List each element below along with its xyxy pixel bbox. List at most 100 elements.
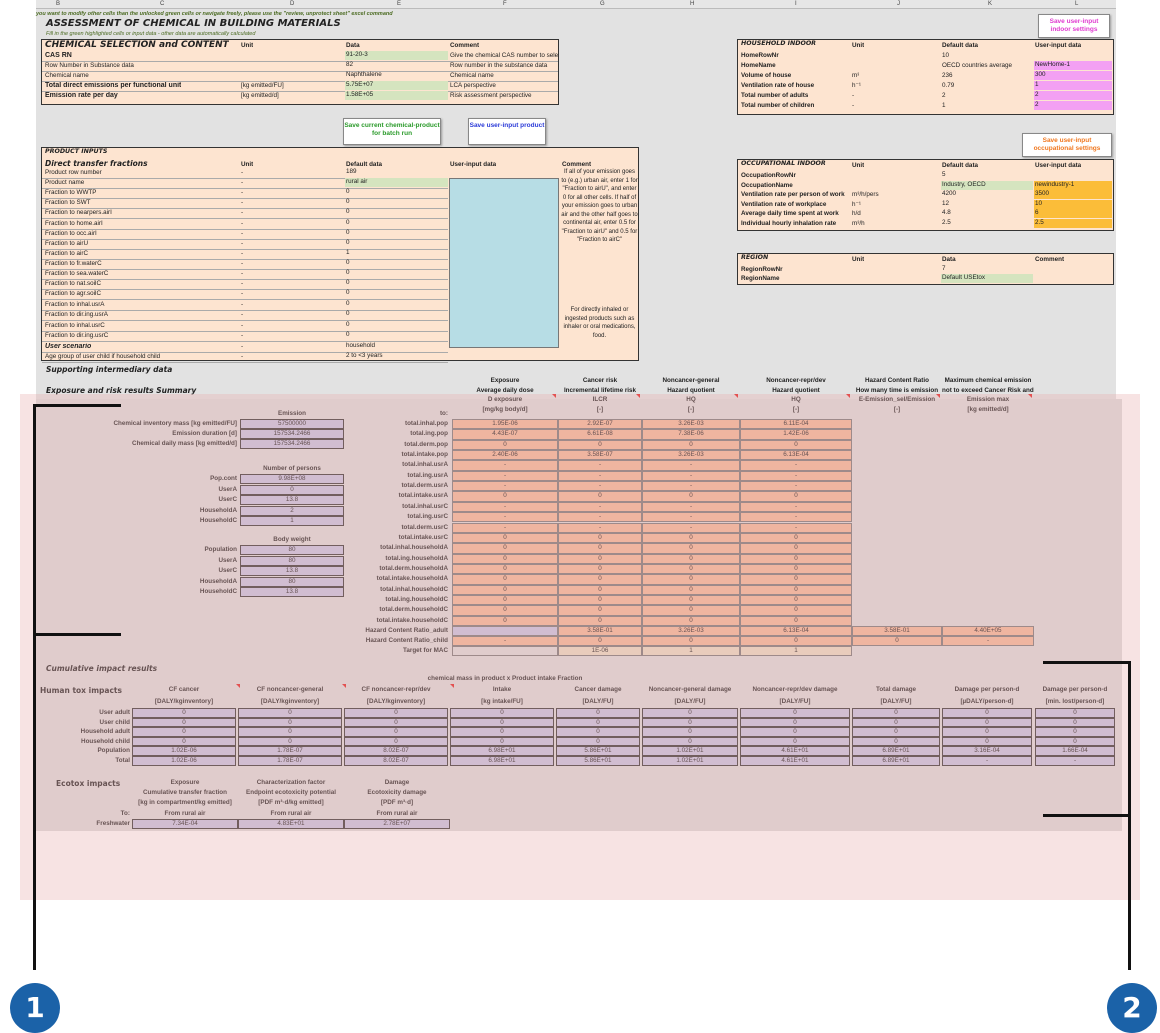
occupational-row-user[interactable]: newindustry-1 [1034, 180, 1112, 190]
human-cell: 1.02E-06 [132, 746, 236, 756]
comment-marker [552, 394, 556, 398]
summary-cell: 0 [642, 439, 740, 451]
human-cell: 0 [344, 717, 448, 728]
emission-row-label: Chemical inventory mass [kg emitted/FU] [113, 420, 237, 427]
chem-row-label: CAS RN [45, 52, 72, 59]
human-row-label: Household adult [80, 728, 130, 736]
save-chemical-product-button[interactable]: Save current chemical-product for batch … [343, 118, 441, 145]
human-cell: 0 [852, 717, 940, 728]
to-label: to: [439, 410, 448, 417]
row-gridline [42, 71, 558, 72]
summary-header-l1: Hazard Content Ratio [864, 377, 930, 384]
user-input-column[interactable] [449, 178, 559, 348]
summary-cell: 7.38E-06 [642, 429, 740, 440]
human-cell: - [942, 756, 1032, 766]
summary-header-l4: [-] [687, 405, 695, 413]
row-gridline [42, 351, 448, 353]
occupational-row-label: Average daily time spent at work [741, 210, 839, 217]
human-row-label: Household child [81, 737, 130, 745]
summary-cell: 0 [452, 543, 558, 554]
summary-cell: 1.95E-06 [452, 419, 558, 430]
human-header-title: Noncancer-general damage [648, 686, 732, 693]
human-cell: 0 [852, 708, 940, 718]
header-data: Data [346, 42, 360, 49]
household-row-user[interactable]: NewHome-1 [1034, 61, 1112, 70]
column-letter: K [988, 1, 993, 7]
occupational-row-user[interactable]: 6 [1034, 209, 1112, 218]
row-gridline [42, 228, 448, 230]
human-header-unit: [DALY/kginventory] [366, 698, 426, 705]
hcr-cell [452, 646, 558, 656]
summary-cell: 0 [642, 605, 740, 616]
chem-row-data[interactable]: 91-20-3 [345, 51, 448, 60]
chem-row-comment: Give the chemical CAS number to select t… [450, 52, 558, 59]
header-default: Default data [346, 161, 383, 168]
region-row-label: RegionRowNr [741, 266, 783, 273]
summary-cell: 0 [558, 574, 642, 585]
product-row-unit: - [241, 249, 244, 257]
household-row-label: HomeName [741, 62, 776, 69]
comment-marker [450, 684, 454, 688]
header-user: User-input data [1035, 162, 1082, 169]
chem-row-comment: Row number in the substance data [450, 62, 548, 69]
column-letter: D [290, 1, 295, 7]
product-row-label: Fraction to nearpers.airI [45, 209, 112, 217]
summary-cell: 0 [740, 615, 852, 626]
human-cell: 0 [556, 708, 640, 718]
summary-cell: 0 [740, 553, 852, 564]
household-row-user[interactable]: 1 [1034, 81, 1112, 90]
occupational-row-user[interactable]: 10 [1034, 199, 1112, 209]
summary-cell: - [740, 501, 852, 513]
household-row-user[interactable]: 2 [1034, 101, 1112, 110]
household-row-default: 10 [942, 52, 950, 59]
summary-cell: 6.11E-04 [740, 419, 852, 430]
occupational-row-unit: m³/h [852, 219, 865, 227]
summary-cell: - [740, 470, 852, 482]
region-row-label: RegionName [741, 275, 780, 282]
eco-cell: 4.83E+01 [238, 819, 344, 829]
summary-cell: 0 [452, 553, 558, 564]
region-row-data[interactable]: Default USEtox [941, 274, 1033, 283]
summary-cell: 0 [740, 563, 852, 575]
column-header-bar: B C D E F G H I J K L [36, 0, 1116, 9]
human-header-unit: [µDALY/person-d] [960, 698, 1014, 705]
eco-header-l2: Cumulative transfer fraction [143, 789, 227, 796]
save-occupational-settings-button[interactable]: Save user-input occupational settings [1022, 133, 1112, 157]
row-gridline [42, 320, 448, 322]
persons-row-value: 0 [240, 484, 344, 495]
save-indoor-settings-button[interactable]: Save user-input indoor settings [1038, 14, 1110, 38]
summary-row-label: total.intake.usrC [398, 533, 448, 541]
product-row-unit: - [241, 270, 244, 277]
household-row-user[interactable]: 300 [1034, 71, 1112, 80]
occupational-row-user[interactable]: 3500 [1034, 190, 1112, 199]
human-cell: 4.61E+01 [740, 746, 850, 756]
household-row-user[interactable] [1034, 51, 1112, 60]
hcr-row-label: Hazard Content Ratio_child [365, 637, 448, 644]
column-letter: G [600, 1, 605, 7]
row-gridline [42, 238, 448, 240]
human-header-unit: [DALY/FU] [582, 698, 614, 705]
household-row-user[interactable]: 2 [1034, 91, 1112, 100]
persons-title: Number of persons [263, 465, 321, 472]
product-row-label: Fraction to nat.soilC [45, 280, 101, 288]
product-row-label: Fraction to fr.waterC [45, 259, 102, 267]
eco-cell: 2.78E+07 [344, 819, 450, 829]
household-row-label: HomeRowNr [741, 52, 779, 59]
human-cell: 0 [642, 708, 738, 718]
save-user-product-button[interactable]: Save user-input product [468, 118, 546, 145]
occupational-row-user[interactable]: 2.5 [1034, 218, 1112, 228]
product-row-label: Fraction to sea.waterC [45, 270, 109, 277]
human-cell: 0 [852, 727, 940, 737]
column-letter: C [160, 1, 165, 7]
row-gridline [42, 268, 448, 270]
occupational-row-unit: h/d [852, 210, 861, 217]
bodyweight-title: Body weight [273, 536, 311, 543]
callout-badge-2: 2 [1107, 983, 1157, 1033]
occupational-row-user[interactable] [1034, 171, 1112, 180]
chem-row-unit: [kg emitted/d] [241, 92, 279, 99]
summary-cell: 0 [452, 439, 558, 451]
summary-row-label: total.derm.householdA [379, 564, 448, 572]
product-row-default: 0 [346, 198, 350, 206]
product-row-default: 1 [346, 248, 350, 256]
summary-cell: 0 [740, 491, 852, 502]
